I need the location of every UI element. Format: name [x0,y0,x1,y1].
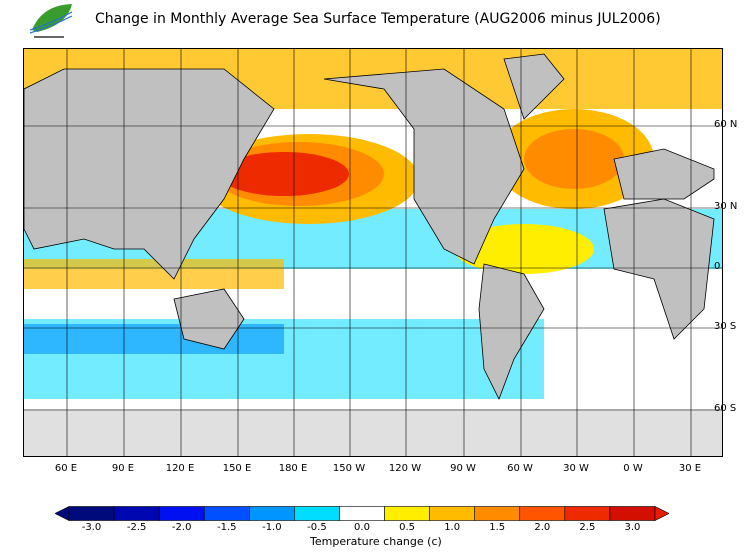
colorbar-tick-label: -3.0 [81,522,102,533]
colorbar-swatch [474,506,521,521]
colorbar-tick-label: 1.5 [489,522,506,533]
sst-anomaly-map [23,48,723,457]
colorbar-tick-label: -1.0 [262,522,282,533]
colorbar-tick-label: -2.0 [171,522,192,533]
chart-title: Change in Monthly Average Sea Surface Te… [95,11,661,27]
lat-label: 30 N [714,201,738,212]
gridlines [24,49,722,456]
lon-label: 150 E [222,463,252,474]
lat-label: 30 S [714,321,737,332]
lon-label: 90 E [111,463,135,474]
lon-label: 30 W [563,463,589,474]
colorbar-tick-label: -1.5 [217,522,237,533]
colorbar-swatch [203,506,250,521]
colorbar-tick-label: 2.5 [579,522,596,533]
colorbar-swatch [339,506,385,521]
colorbar-tick-label: 0.5 [399,522,416,533]
colorbar-swatch [158,506,205,521]
agency-logo [29,4,73,38]
colorbar-title: Temperature change (c) [310,535,442,548]
colorbar-over-triangle [654,506,669,521]
colorbar-swatch [384,506,430,521]
colorbar-tick-label: 1.0 [444,522,461,533]
lat-label: 60 S [714,403,737,414]
lon-label: 60 W [507,463,533,474]
lon-label: 120 W [388,463,422,474]
colorbar-tick-label: 2.0 [534,522,551,533]
colorbar-swatch [294,506,340,521]
lon-label: 30 E [678,463,702,474]
colorbar-tick-label: 3.0 [624,522,641,533]
colorbar-swatch [68,506,115,521]
colorbar-swatch [113,506,160,521]
lon-label: 0 W [623,463,643,474]
lon-label: 60 E [54,463,78,474]
colorbar-swatch [429,506,475,521]
colorbar-swatch [609,506,656,521]
lon-label: 90 W [450,463,476,474]
colorbar-swatch [249,506,295,521]
lat-label: 0 [714,261,721,272]
colorbar-under-triangle [55,506,70,521]
colorbar-tick-label: -2.5 [126,522,147,533]
lon-label: 120 E [165,463,195,474]
lat-label: 60 N [714,119,738,130]
colorbar-tick-label: -0.5 [307,522,327,533]
map-canvas [24,49,722,456]
colorbar-swatch [519,506,566,521]
lon-label: 150 W [332,463,366,474]
colorbar-tick-label: 0.0 [354,522,370,533]
colorbar-swatch [564,506,611,521]
colorbar [55,506,669,521]
lon-label: 180 E [278,463,308,474]
